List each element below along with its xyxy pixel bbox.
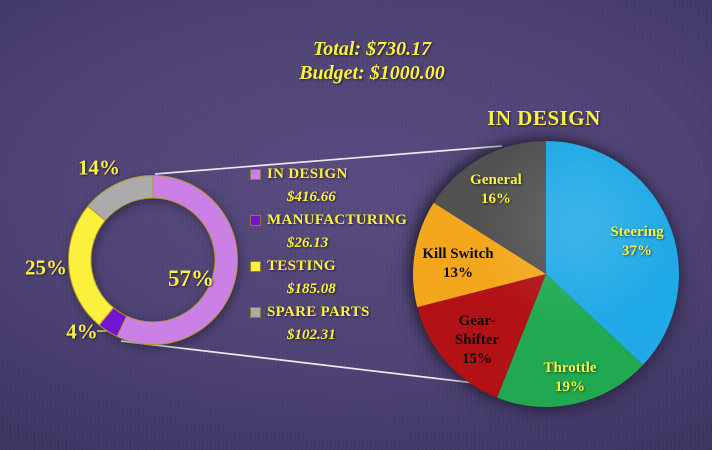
- pie-chart: [412, 141, 679, 407]
- legend: IN DESIGN $416.66 MANUFACTURING $26.13 T…: [250, 163, 425, 347]
- legend-swatch-manufacturing: [250, 215, 261, 226]
- budget-summary: Total: $730.17 Budget: $1000.00: [242, 37, 502, 85]
- donut-chart: [68, 174, 238, 345]
- legend-label-testing: TESTING: [267, 258, 336, 274]
- legend-item-manufacturing: MANUFACTURING: [250, 209, 425, 232]
- legend-item-spare-parts: SPARE PARTS: [250, 301, 425, 324]
- donut-slice-spare-parts: [87, 174, 154, 222]
- callout-line-lower: [120, 340, 501, 387]
- pie-chart-title: IN DESIGN: [487, 106, 601, 130]
- donut-label-manufacturing: 4%: [66, 319, 98, 344]
- legend-label-spare-parts: SPARE PARTS: [267, 304, 370, 320]
- legend-item-testing: TESTING: [250, 255, 425, 278]
- pie-label-steering: Steering 37%: [610, 223, 664, 259]
- legend-swatch-in-design: [250, 169, 261, 180]
- pie-label-throttle: Throttle 19%: [543, 359, 597, 395]
- donut-label-spare-parts: 14%: [78, 155, 120, 180]
- donut-slice-testing: [68, 205, 115, 326]
- donut-slice-in-design: [116, 174, 238, 345]
- pie-shine-overlay: [413, 141, 679, 407]
- legend-value-spare-parts: $102.31: [287, 327, 336, 343]
- legend-swatch-spare-parts: [250, 307, 261, 318]
- legend-value-testing: $185.08: [287, 281, 336, 297]
- legend-item-in-design: IN DESIGN: [250, 163, 425, 186]
- donut-label-in-design: 57%: [168, 266, 214, 291]
- pie-label-kill-switch: Kill Switch 13%: [422, 245, 494, 281]
- budget-text: Budget: $1000.00: [299, 62, 445, 84]
- total-text: Total: $730.17: [312, 38, 432, 60]
- legend-swatch-testing: [250, 261, 261, 272]
- legend-label-manufacturing: MANUFACTURING: [267, 212, 408, 228]
- callout-line-upper: [154, 145, 503, 175]
- legend-value-manufacturing: $26.13: [287, 235, 329, 251]
- donut-label-testing: 25%: [25, 255, 67, 280]
- legend-value-in-design: $416.66: [287, 189, 336, 205]
- pie-label-general: General 16%: [470, 171, 522, 207]
- pie-label-gear-shifter: Gear-Shifter 15%: [454, 313, 500, 368]
- legend-label-in-design: IN DESIGN: [267, 166, 348, 182]
